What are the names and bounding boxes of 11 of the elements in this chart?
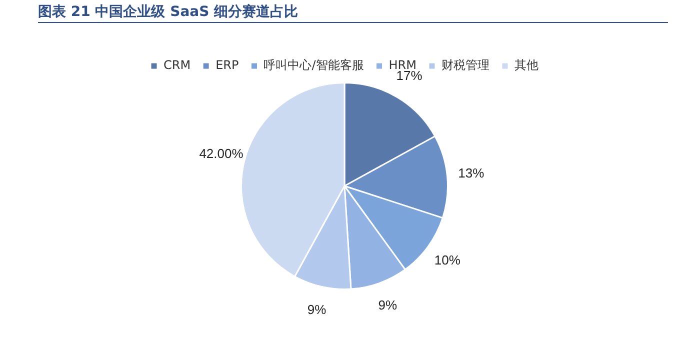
legend-label: ERP [216,58,239,72]
data-label: 9% [307,302,327,317]
legend-label: 其他 [514,58,538,72]
legend-label: 财税管理 [441,58,490,72]
data-label: 42.00% [199,146,244,161]
data-label: 9% [378,297,398,312]
data-label: 13% [458,166,485,181]
chart-title: 图表 21 中国企业级 SaaS 细分赛道占比 [38,2,668,23]
legend-label: 呼叫中心/智能客服 [264,58,364,72]
legend-label: CRM [164,58,191,72]
data-label: 10% [434,252,461,268]
